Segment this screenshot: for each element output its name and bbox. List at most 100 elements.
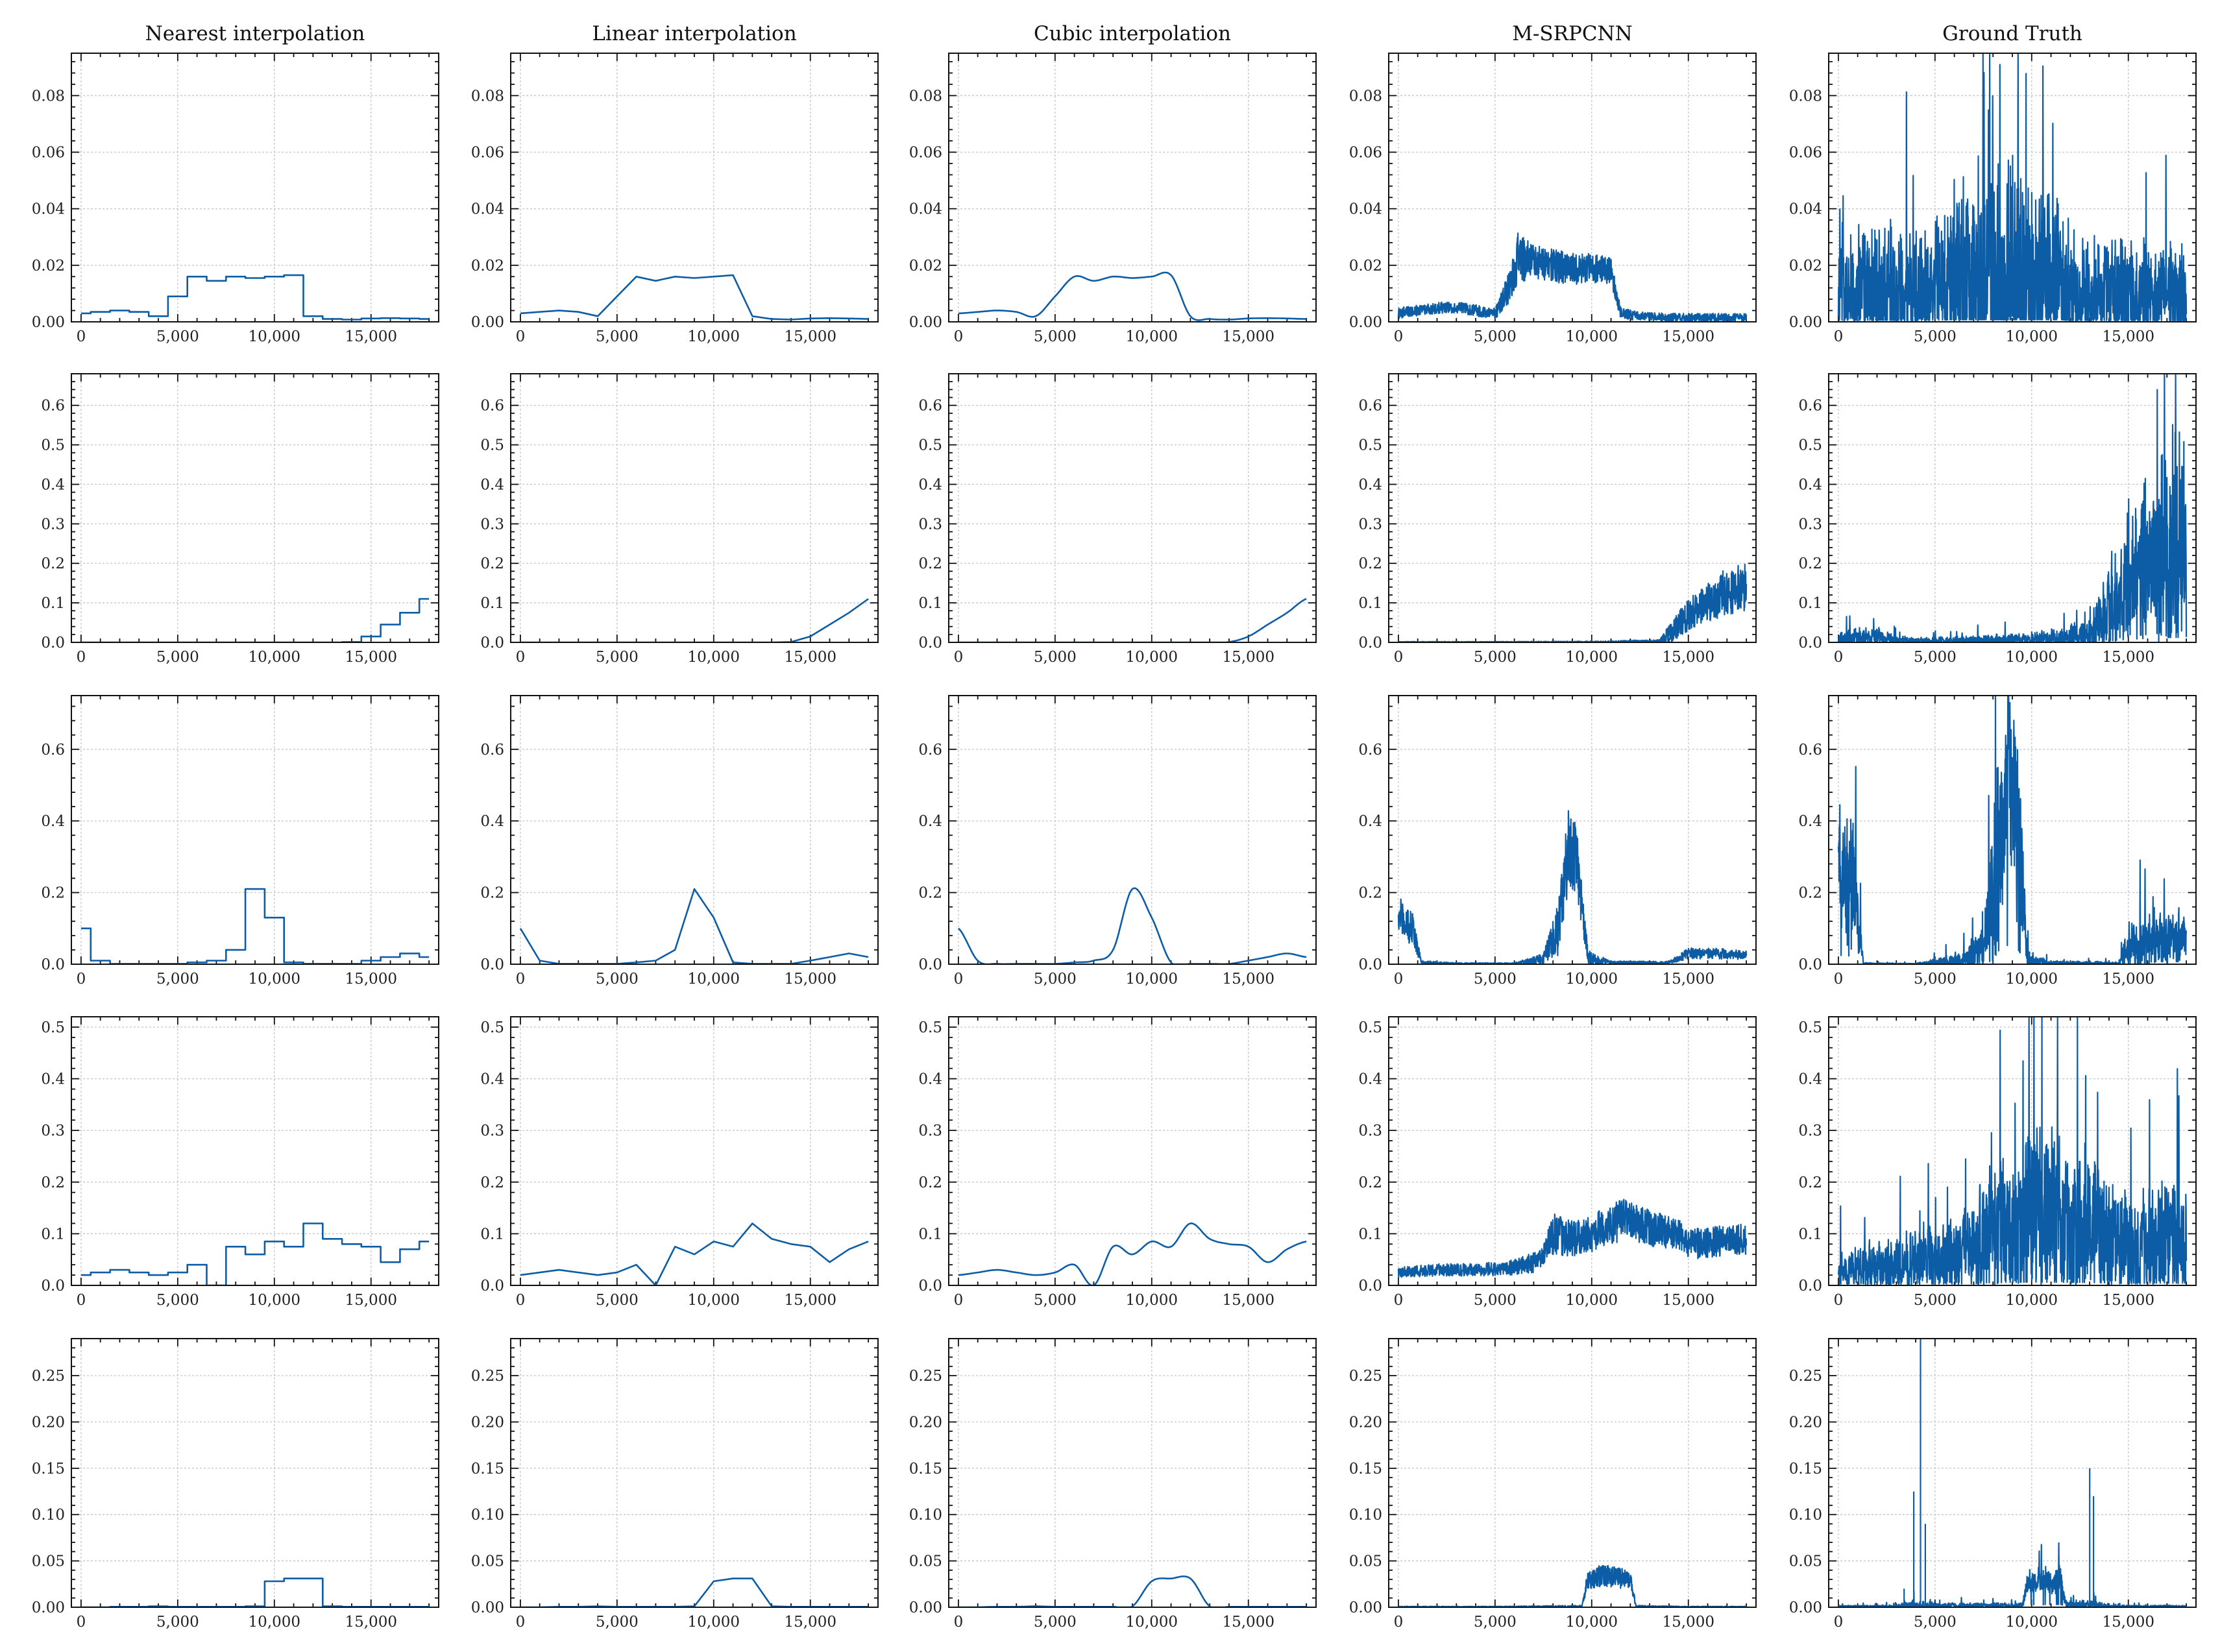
y-tick-label: 0.02	[1789, 258, 1822, 274]
x-tick-label: 5,000	[1034, 1614, 1077, 1631]
panel-r1-c5: 0 5,000 10,000 15,000 0.00 0.02 0.04 0.06 0.08	[1789, 53, 2197, 345]
panel-r2-c1: 0 5,000 10,000 15,000 0.0 0.1 0.2 0.3 0.4 0.5 0.6	[41, 373, 439, 666]
ground-truth-series-line	[1837, 1339, 2188, 1607]
x-tick-label: 5,000	[1914, 649, 1957, 666]
y-tick-label: 0.06	[1349, 145, 1382, 162]
y-tick-label: 0.0	[918, 635, 942, 651]
axes-frame	[1388, 1016, 1757, 1286]
y-tick-label: 0.4	[918, 1071, 942, 1088]
y-tick-label: 0.04	[1349, 201, 1382, 218]
x-tick-label: 15,000	[345, 971, 396, 988]
axes-frame	[1828, 1016, 2197, 1286]
y-tick-label: 0.15	[1349, 1461, 1382, 1477]
panel-r4-c1: 0 5,000 10,000 15,000 0.0 0.1 0.2 0.3 0.4 0.5	[41, 1016, 439, 1309]
x-tick-label: 10,000	[1126, 649, 1178, 666]
x-tick-label: 0	[516, 971, 526, 988]
y-tick-label: 0.3	[41, 1123, 65, 1139]
column-title-2: Linear interpolation	[592, 22, 796, 45]
y-tick-label: 0.00	[1789, 314, 1822, 331]
x-tick-label: 5,000	[1034, 971, 1077, 988]
y-tick-label: 0.6	[41, 398, 65, 415]
x-tick-label: 0	[77, 971, 86, 988]
x-tick-label: 5,000	[596, 1614, 639, 1631]
y-tick-label: 0.6	[41, 742, 65, 759]
axes-frame	[1388, 373, 1757, 643]
y-tick-label: 0.0	[480, 635, 504, 651]
y-tick-label: 0.2	[41, 885, 65, 902]
x-tick-label: 15,000	[1222, 1292, 1274, 1309]
y-tick-label: 0.15	[471, 1461, 504, 1477]
y-tick-label: 0.10	[909, 1507, 942, 1524]
x-tick-label: 10,000	[1566, 649, 1618, 666]
y-tick-label: 0.5	[1798, 1019, 1822, 1036]
y-tick-label: 0.6	[1798, 398, 1822, 415]
y-tick-label: 0.0	[918, 956, 942, 973]
axes-frame	[71, 53, 439, 322]
y-tick-label: 0.15	[1789, 1461, 1822, 1477]
y-tick-label: 0.10	[1789, 1507, 1822, 1524]
y-tick-label: 0.2	[918, 555, 942, 572]
y-tick-label: 0.3	[918, 1123, 942, 1139]
panel-r5-c1: 0 5,000 10,000 15,000 0.00 0.05 0.10 0.15 0.20 0.…	[32, 1338, 439, 1631]
axes-frame	[948, 695, 1317, 965]
y-tick-label: 0.4	[41, 476, 65, 493]
x-tick-label: 10,000	[1126, 328, 1178, 345]
y-tick-label: 0.2	[1798, 1174, 1822, 1191]
y-tick-label: 0.00	[909, 314, 942, 331]
y-tick-label: 0.2	[41, 1174, 65, 1191]
x-tick-label: 10,000	[249, 1614, 300, 1631]
y-tick-label: 0.00	[909, 1599, 942, 1616]
y-tick-label: 0.2	[41, 555, 65, 572]
y-tick-label: 0.3	[480, 1123, 504, 1139]
x-tick-label: 0	[954, 328, 964, 345]
x-tick-label: 15,000	[784, 1614, 836, 1631]
y-tick-label: 0.4	[1358, 1071, 1382, 1088]
x-tick-label: 0	[1834, 971, 1844, 988]
msrpcnn-series-line	[1398, 563, 1748, 642]
x-tick-label: 0	[1394, 649, 1404, 666]
y-tick-label: 0.00	[1349, 1599, 1382, 1616]
x-tick-label: 5,000	[1914, 971, 1957, 988]
y-tick-label: 0.25	[909, 1368, 942, 1385]
y-tick-label: 0.08	[1789, 88, 1822, 104]
y-tick-label: 0.0	[41, 956, 65, 973]
x-tick-label: 10,000	[1566, 328, 1618, 345]
y-tick-label: 0.6	[1358, 742, 1382, 759]
panel-r4-c4: 0 5,000 10,000 15,000 0.0 0.1 0.2 0.3 0.4 0.5	[1358, 1016, 1757, 1309]
cubic-series-line	[958, 1575, 1307, 1607]
x-tick-label: 0	[954, 971, 964, 988]
panel-r5-c2: 0 5,000 10,000 15,000 0.00 0.05 0.10 0.15 0.20 0.…	[471, 1338, 879, 1631]
axes-frame	[1388, 53, 1757, 322]
panel-r1-c2: 0 5,000 10,000 15,000 0.00 0.02 0.04 0.06 0.08	[471, 53, 879, 345]
y-tick-label: 0.3	[1798, 516, 1822, 533]
y-tick-label: 0.5	[480, 437, 504, 454]
y-tick-label: 0.25	[1349, 1368, 1382, 1385]
y-tick-label: 0.6	[480, 742, 504, 759]
y-tick-label: 0.0	[480, 956, 504, 973]
axes-frame	[1828, 53, 2197, 322]
x-tick-label: 10,000	[688, 328, 740, 345]
y-tick-label: 0.5	[41, 437, 65, 454]
y-tick-label: 0.10	[471, 1507, 504, 1524]
y-tick-label: 0.10	[1349, 1507, 1382, 1524]
x-tick-label: 0	[516, 328, 526, 345]
y-tick-label: 0.4	[1798, 476, 1822, 493]
cubic-series-line	[958, 598, 1307, 642]
axes-frame	[510, 695, 879, 965]
y-tick-label: 0.20	[1789, 1414, 1822, 1431]
axes-frame	[1828, 373, 2197, 643]
linear-series-line	[519, 888, 869, 964]
x-tick-label: 10,000	[1126, 1614, 1178, 1631]
x-tick-label: 15,000	[784, 1292, 836, 1309]
x-tick-label: 15,000	[345, 649, 396, 666]
y-tick-label: 0.6	[918, 398, 942, 415]
y-tick-label: 0.0	[480, 1278, 504, 1294]
msrpcnn-series-line	[1397, 232, 1748, 322]
x-tick-label: 5,000	[1474, 1614, 1517, 1631]
x-tick-label: 5,000	[1474, 649, 1517, 666]
x-tick-label: 0	[1394, 971, 1404, 988]
x-tick-label: 5,000	[156, 1614, 199, 1631]
y-tick-label: 0.02	[32, 258, 65, 274]
x-tick-label: 15,000	[1662, 1614, 1714, 1631]
x-tick-label: 15,000	[1222, 971, 1274, 988]
